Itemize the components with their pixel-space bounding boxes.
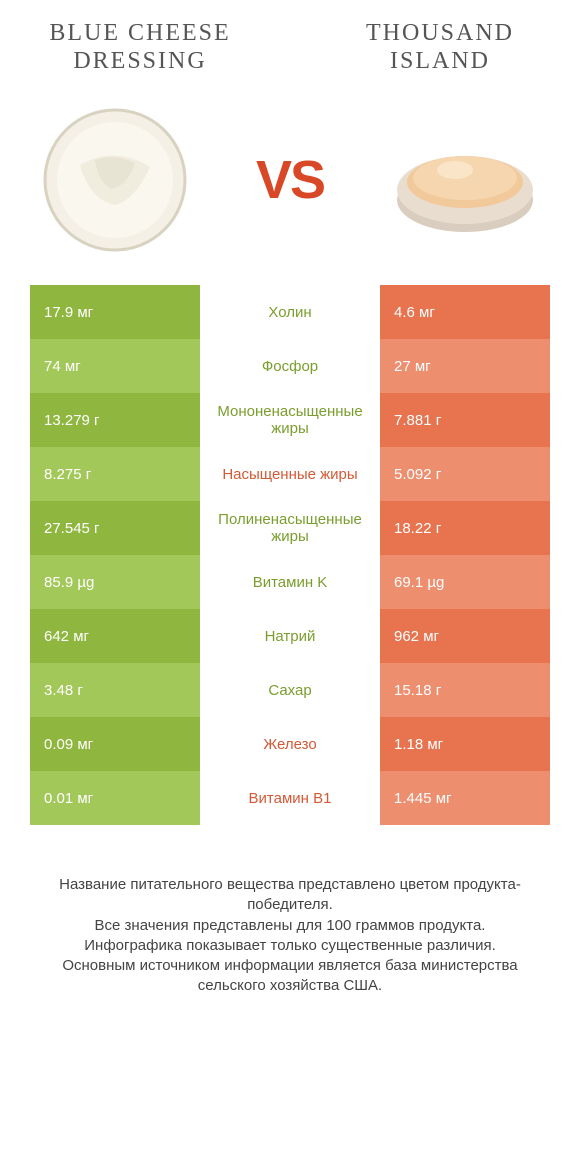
nutrient-name: Натрий <box>200 609 380 663</box>
nutrient-name: Витамин B1 <box>200 771 380 825</box>
nutrient-name: Холин <box>200 285 380 339</box>
nutrient-name: Мононенасыщенные жиры <box>200 393 380 447</box>
right-value: 5.092 г <box>380 447 550 501</box>
left-value: 74 мг <box>30 339 200 393</box>
footer-notes: Название питательного вещества представл… <box>0 825 580 997</box>
footer-line-4: Основным источником информации является … <box>30 956 550 997</box>
right-value: 18.22 г <box>380 501 550 555</box>
right-value: 1.18 мг <box>380 717 550 771</box>
table-row: 74 мгФосфор27 мг <box>30 339 550 393</box>
left-value: 85.9 µg <box>30 555 200 609</box>
nutrient-name: Полиненасыщенные жиры <box>200 501 380 555</box>
right-product-icon <box>390 105 540 255</box>
footer-line-1: Название питательного вещества представл… <box>30 875 550 916</box>
right-value: 27 мг <box>380 339 550 393</box>
right-value: 69.1 µg <box>380 555 550 609</box>
right-value: 7.881 г <box>380 393 550 447</box>
nutrient-name: Фосфор <box>200 339 380 393</box>
right-value: 15.18 г <box>380 663 550 717</box>
right-value: 1.445 мг <box>380 771 550 825</box>
footer-line-2: Все значения представлены для 100 граммо… <box>30 916 550 936</box>
left-value: 0.09 мг <box>30 717 200 771</box>
nutrient-name: Железо <box>200 717 380 771</box>
nutrient-name: Витамин K <box>200 555 380 609</box>
header: BLUE CHEESE DRESSING THOUSAND ISLAND <box>0 0 580 85</box>
vs-label: VS <box>256 149 324 211</box>
left-value: 3.48 г <box>30 663 200 717</box>
table-row: 642 мгНатрий962 мг <box>30 609 550 663</box>
right-value: 4.6 мг <box>380 285 550 339</box>
table-row: 85.9 µgВитамин K69.1 µg <box>30 555 550 609</box>
table-row: 3.48 гСахар15.18 г <box>30 663 550 717</box>
right-value: 962 мг <box>380 609 550 663</box>
table-row: 17.9 мгХолин4.6 мг <box>30 285 550 339</box>
table-row: 27.545 гПолиненасыщенные жиры18.22 г <box>30 501 550 555</box>
left-value: 17.9 мг <box>30 285 200 339</box>
left-product-icon <box>40 105 190 255</box>
left-value: 0.01 мг <box>30 771 200 825</box>
images-row: VS <box>0 85 580 285</box>
footer-line-3: Инфографика показывает только существенн… <box>30 936 550 956</box>
right-product-title: THOUSAND ISLAND <box>340 20 540 75</box>
nutrient-name: Насыщенные жиры <box>200 447 380 501</box>
left-product-title: BLUE CHEESE DRESSING <box>40 20 240 75</box>
comparison-table: 17.9 мгХолин4.6 мг74 мгФосфор27 мг13.279… <box>30 285 550 825</box>
table-row: 0.09 мгЖелезо1.18 мг <box>30 717 550 771</box>
table-row: 13.279 гМононенасыщенные жиры7.881 г <box>30 393 550 447</box>
nutrient-name: Сахар <box>200 663 380 717</box>
left-value: 8.275 г <box>30 447 200 501</box>
left-value: 27.545 г <box>30 501 200 555</box>
table-row: 8.275 гНасыщенные жиры5.092 г <box>30 447 550 501</box>
left-value: 642 мг <box>30 609 200 663</box>
left-value: 13.279 г <box>30 393 200 447</box>
table-row: 0.01 мгВитамин B11.445 мг <box>30 771 550 825</box>
